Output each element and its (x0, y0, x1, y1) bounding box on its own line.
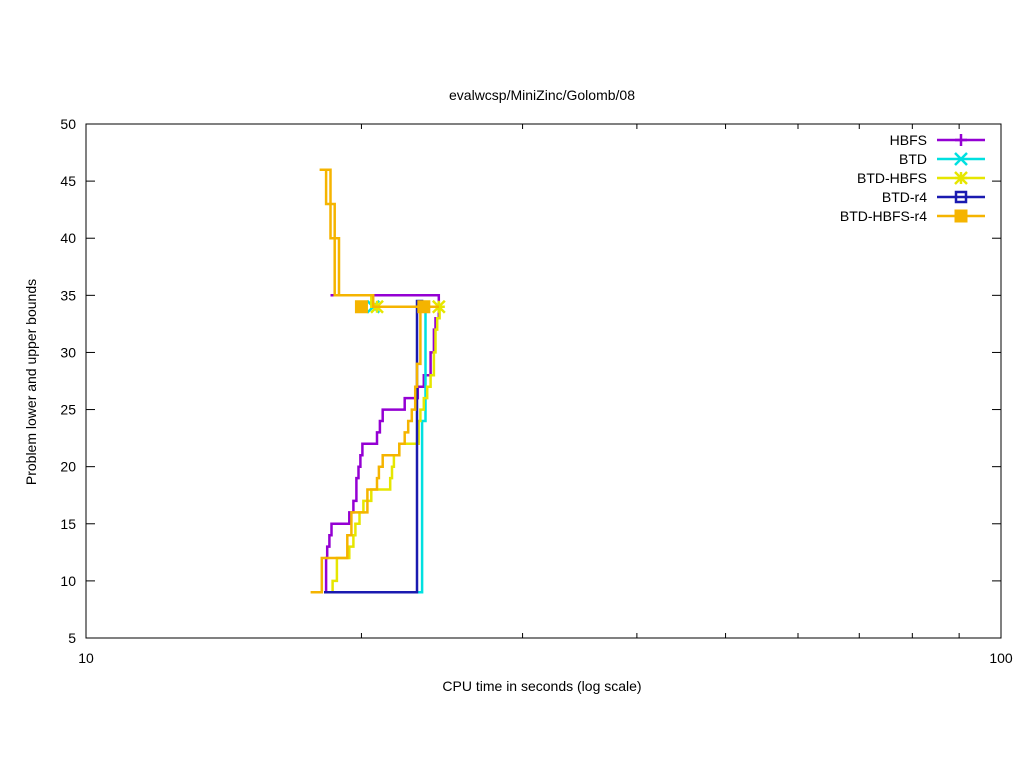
series-layer (310, 168, 446, 594)
y-tick-label: 15 (60, 516, 76, 532)
data-point-marker (354, 300, 368, 314)
data-point-marker (431, 299, 446, 314)
data-point-marker (417, 300, 431, 314)
legend-label: BTD-HBFS (857, 170, 927, 186)
series-lower-line (324, 306, 441, 594)
legend: HBFS BTD BTD-HBFS BTD-r4 BTD-HBFS-r4 (840, 132, 985, 224)
legend-marker (954, 152, 968, 166)
y-axis-label: Problem lower and upper bounds (23, 279, 39, 485)
y-tick-label: 50 (60, 116, 76, 132)
series-btd-hbfs-r4 (310, 168, 439, 594)
series-upper-line (319, 168, 439, 309)
plot-border (85, 123, 1002, 639)
legend-label: BTD-r4 (882, 189, 927, 205)
y-tick-label: 45 (60, 173, 76, 189)
legend-item: BTD-HBFS (857, 170, 985, 186)
legend-label: BTD-HBFS-r4 (840, 208, 927, 224)
x-tick-label: 100 (989, 650, 1013, 666)
y-tick-label: 5 (68, 630, 76, 646)
series-upper2-line (326, 168, 341, 296)
y-tick-label: 35 (60, 287, 76, 303)
legend-item: BTD-HBFS-r4 (840, 208, 985, 224)
y-tick-label: 40 (60, 230, 76, 246)
y-tick-label: 30 (60, 344, 76, 360)
chart-title: evalwcsp/MiniZinc/Golomb/08 (449, 87, 635, 103)
legend-marker (954, 190, 968, 204)
legend-marker (955, 134, 967, 146)
plot-frame (85, 123, 1002, 639)
series-lower-line (324, 305, 443, 593)
series-btd (328, 299, 427, 594)
legend-item: HBFS (890, 132, 985, 148)
x-tick-label: 10 (78, 650, 94, 666)
legend-label: HBFS (890, 132, 927, 148)
x-axis-label: CPU time in seconds (log scale) (442, 678, 641, 694)
legend-item: BTD (899, 151, 985, 167)
series-lower-line (328, 306, 427, 594)
series-lower-line (324, 299, 424, 594)
y-tick-label: 10 (60, 573, 76, 589)
y-tick-label: 25 (60, 402, 76, 418)
series-btd-r4 (324, 299, 424, 594)
legend-marker (954, 171, 968, 185)
y-tick-label: 20 (60, 459, 76, 475)
legend-label: BTD (899, 151, 927, 167)
legend-item: BTD-r4 (882, 189, 985, 205)
series-lower-line (310, 305, 439, 594)
legend-marker (954, 209, 968, 223)
